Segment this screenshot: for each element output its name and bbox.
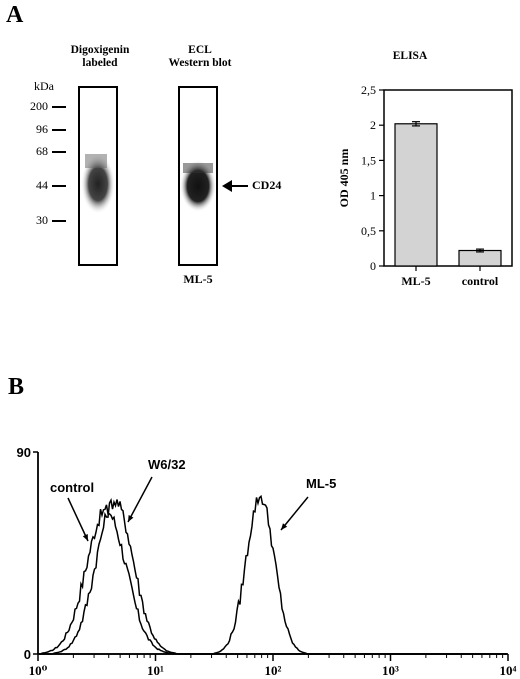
flow-annotation-arrowhead: [82, 534, 88, 541]
marker-label-30: 30: [36, 213, 48, 227]
flow-annotation-arrowhead: [281, 523, 288, 530]
lane1-header-line2: labeled: [82, 57, 118, 69]
flow-xtick-label: 10²: [265, 663, 282, 678]
flow-xtick-label: 10¹: [147, 663, 164, 678]
cd24-arrow-icon: [222, 180, 248, 192]
elisa-title: ELISA: [392, 50, 428, 62]
elisa-ytick-label: 2: [370, 118, 376, 132]
elisa-ytick-label: 0,5: [361, 224, 376, 238]
marker-tick-30: [52, 220, 66, 222]
flow-series-control: [39, 504, 507, 655]
marker-tick-44: [52, 185, 66, 187]
lane1-band: [81, 154, 115, 214]
flow-annotation-arrow: [127, 476, 153, 523]
marker-label-44: 44: [36, 178, 48, 192]
blot-lane-digoxigenin: [78, 86, 118, 266]
elisa-ytick-label: 1,5: [361, 153, 376, 167]
panel-b-letter: B: [8, 374, 25, 400]
elisa-plot-frame: [383, 89, 513, 267]
marker-tick-96: [52, 129, 66, 131]
lane1-header: Digoxigenin labeled: [50, 44, 150, 70]
flow-annotation-arrow: [280, 496, 309, 531]
elisa-ytick-label: 2,5: [361, 86, 376, 97]
lane2-header-line2: Western blot: [168, 57, 232, 69]
marker-tick-200: [52, 106, 66, 108]
elisa-ylabel: OD 405 nm: [337, 149, 351, 208]
flow-xtick-label: 10⁰: [29, 663, 48, 678]
flow-ytick-label: 0: [24, 647, 31, 662]
kda-label: kDa: [34, 79, 54, 93]
flow-series-ml-5: [39, 494, 507, 655]
elisa-category-label: control: [462, 274, 499, 288]
flow-xtick-label: 10⁴: [500, 663, 517, 678]
marker-label-96: 96: [36, 122, 48, 136]
panel-a-letter: A: [6, 2, 24, 28]
flow-ytick-label: 90: [17, 445, 31, 460]
cd24-label: CD24: [252, 178, 282, 192]
lane2-caption: ML-5: [183, 272, 213, 286]
elisa-category-label: ML-5: [401, 274, 430, 288]
flow-annotation-label: control: [50, 480, 94, 495]
elisa-bar-chart: 0 0,5 1 1,5 2 2,5 OD 405 nm ML-5 control: [337, 86, 513, 288]
elisa-ytick-label: 0: [370, 259, 376, 273]
lane2-header-line1: ECL: [188, 44, 212, 56]
flow-annotation-label: W6/32: [148, 457, 186, 472]
marker-label-200: 200: [30, 99, 48, 113]
blot-lane-ecl: [178, 86, 218, 266]
marker-label-68: 68: [36, 144, 48, 158]
marker-tick-68: [52, 151, 66, 153]
elisa-ytick-label: 1: [370, 189, 376, 203]
elisa-bar: [394, 123, 438, 267]
lane1-header-line1: Digoxigenin: [70, 44, 130, 56]
flow-series-w6-32: [39, 497, 507, 655]
flow-annotation-arrowhead: [128, 515, 134, 522]
lane2-header: ECL Western blot: [150, 44, 250, 70]
elisa-bar: [458, 249, 502, 267]
flow-annotation-arrow: [67, 497, 89, 542]
lane2-band: [180, 160, 216, 212]
flow-annotation-label: ML-5: [306, 476, 336, 491]
flow-xtick-label: 10³: [382, 663, 399, 678]
